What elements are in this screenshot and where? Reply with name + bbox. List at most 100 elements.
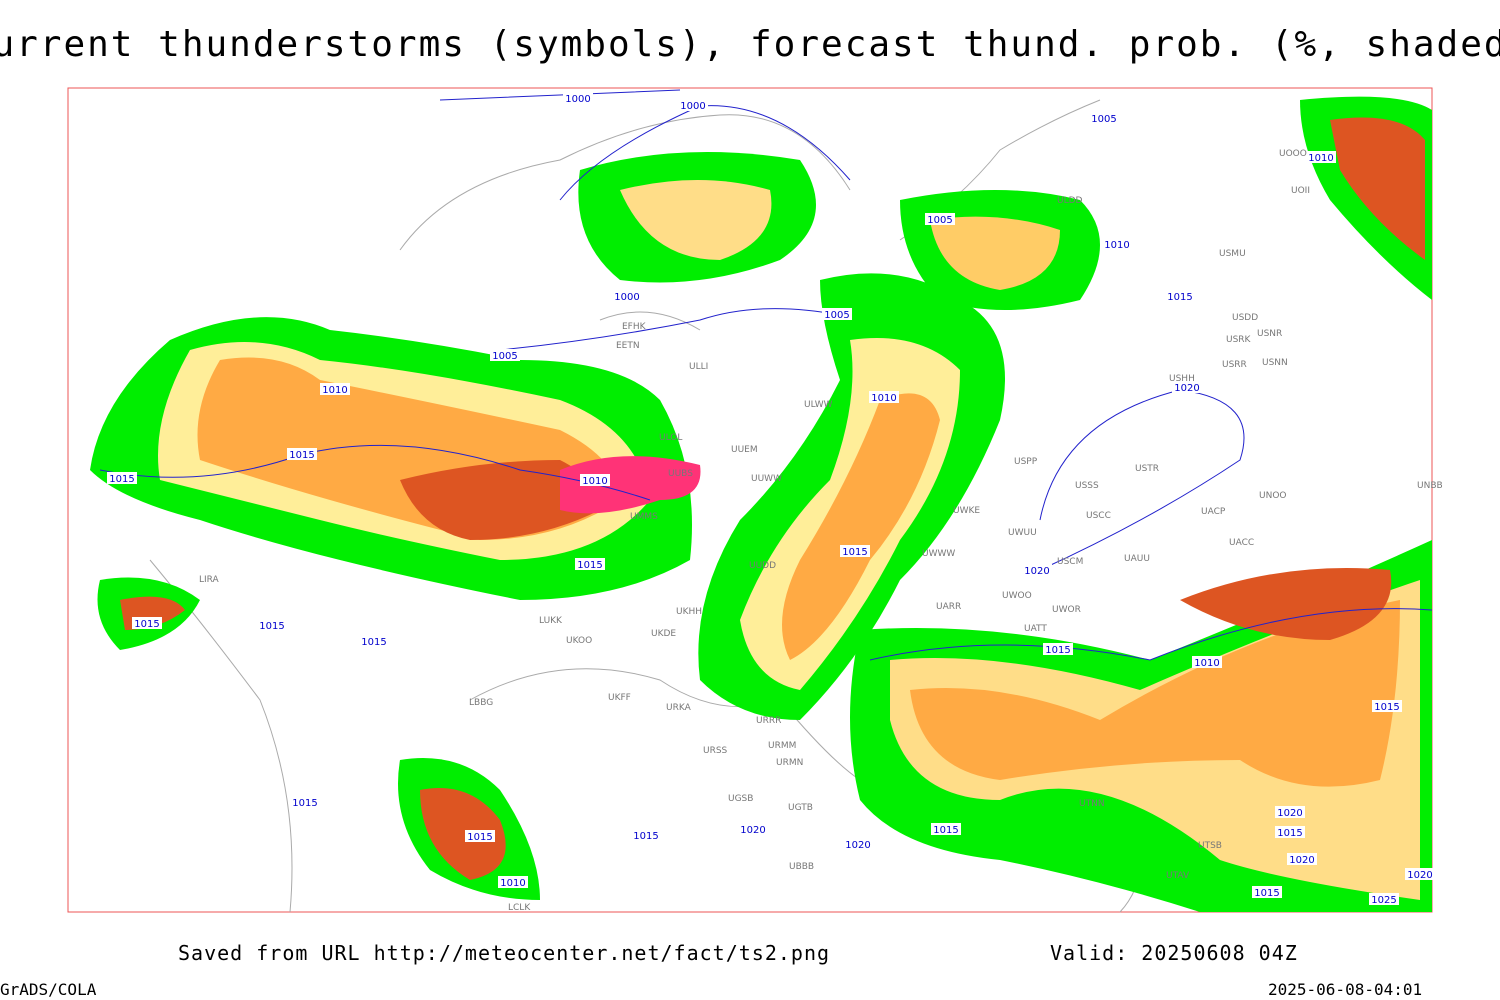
isobar-label-box [1022,564,1052,576]
isobar-label: 1000 [614,292,639,303]
station-label: UNBB [1417,481,1443,491]
isobar-label-box [822,308,852,320]
station-label: USTR [1135,464,1159,474]
station-label: UWOR [1052,605,1081,615]
station-label: URMM [768,741,796,751]
station-label: USDD [1232,313,1258,323]
isobar-label: 1015 [134,619,159,630]
isobar-label: 1000 [680,101,705,112]
isobar-label: 1015 [361,637,386,648]
station-label: UKFF [608,693,631,703]
isobar-label: 1005 [492,351,517,362]
map-title: Current thunderstorms (symbols), forecas… [0,24,1500,65]
isobar-label-box [931,823,961,835]
isobar-label-box [465,830,495,842]
isobar-label-box [1275,826,1305,838]
station-label: UOOO [1279,149,1307,159]
isobar-label-box [843,838,873,850]
isobar-label: 1020 [1289,855,1314,866]
station-label: UAUU [1124,554,1150,564]
isobar-label-box [563,92,593,104]
station-label: UACP [1201,507,1226,517]
isobar-label: 1005 [927,215,952,226]
isobar-label: 1000 [565,94,590,105]
station-label: USHH [1169,374,1195,384]
software-credit: GrADS/COLA [0,980,97,999]
station-label: UUDD [749,561,776,571]
station-label: URSS [703,746,728,756]
station-label: ULWW [804,400,833,410]
isobar-label: 1015 [467,832,492,843]
station-label: LCLK [508,903,531,913]
station-label: UATT [1024,624,1047,634]
station-label: UTAV [1166,871,1190,881]
station-label: LUKK [539,616,563,626]
station-label: EFHK [622,322,647,332]
source-note: Saved from URL http://meteocenter.net/fa… [178,941,830,965]
isobar-label-box [1372,700,1402,712]
isobar-label-box [132,617,162,629]
isobar-label-box [678,99,708,111]
isobar-label: 1010 [500,878,525,889]
station-label: ULDD [1057,196,1083,206]
station-label: UWOO [1002,591,1032,601]
isobar-label: 1015 [1374,702,1399,713]
station-label: USSS [1075,481,1099,491]
isobar-label-box [320,383,350,395]
station-label: UWKE [953,506,980,516]
timestamp: 2025-06-08-04:01 [1268,980,1422,999]
isobar-label-box [631,829,661,841]
isobar-label-box [840,545,870,557]
isobar-label: 1015 [933,825,958,836]
isobar-label: 1020 [1407,870,1432,881]
isobar-label-box [1287,853,1317,865]
isobar-label: 1015 [292,798,317,809]
station-label: URKA [666,703,692,713]
station-label: UTNN [1079,799,1105,809]
station-label: USRR [1222,360,1247,370]
isobar-label: 1020 [1277,808,1302,819]
isobar-label: 1015 [259,621,284,632]
station-label: UUEM [731,445,758,455]
isobar-label-box [359,635,389,647]
station-label: UBBB [789,862,814,872]
station-label: UWWW [922,549,955,559]
isobar-label: 1010 [1104,240,1129,251]
isobar-label-box [1043,643,1073,655]
station-labels: EFHK EETN ULLI ULOL UUEM ULWW UUWW UUBS UUDD LUKK… [199,149,1443,913]
isobar-label: 1015 [842,547,867,558]
station-label: ULOL [659,433,682,443]
station-label: USPP [1014,457,1038,467]
station-label: UKHH [676,607,702,617]
isobar-label: 1015 [109,474,134,485]
station-label: USNN [1262,358,1288,368]
station-label: USNR [1257,329,1282,339]
station-label: USCM [1057,557,1083,567]
station-label: UOII [1291,186,1310,196]
isobar-label: 1015 [289,450,314,461]
isobar-label: 1020 [845,840,870,851]
station-label: UGSB [728,794,753,804]
isobar-label-box [925,213,955,225]
isobar-label: 1005 [824,310,849,321]
isobar-label-box [1369,893,1399,905]
station-label: UUWW [751,474,782,484]
map-area: 1000 1000 1005 1010 1005 1010 1000 1005 1015 1005… [67,87,1443,913]
isobar-label: 1015 [1045,645,1070,656]
probability-shading [90,96,1432,912]
valid-time: Valid: 20250608 04Z [1050,941,1298,965]
isobar-label-box [1252,886,1282,898]
isobar-label-box [290,796,320,808]
station-label: UACC [1229,538,1254,548]
isobar-label: 1015 [1167,292,1192,303]
station-label: USMU [1219,249,1246,259]
station-label: LIRA [199,575,220,585]
isobar-label: 1015 [1254,888,1279,899]
isobar-label-box [1275,806,1305,818]
isobar-label: 1005 [1091,114,1116,125]
station-label: UTSB [1198,841,1222,851]
isobar-label: 1010 [322,385,347,396]
isobar-label-box [257,619,287,631]
isobar-label-box [1172,381,1202,393]
